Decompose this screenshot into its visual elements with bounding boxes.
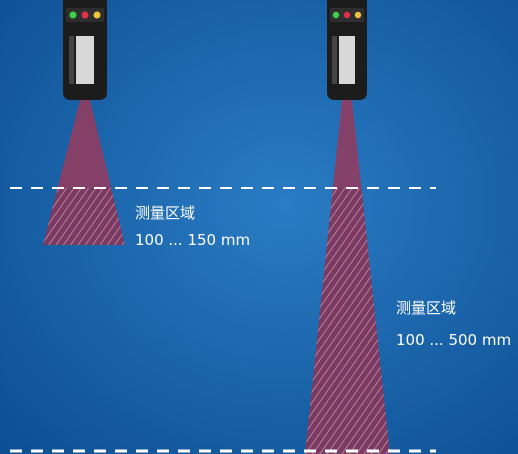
sensor [63,0,107,100]
measuring-zone [305,188,390,454]
zone-range: 100 ... 500 mm [396,331,511,349]
beam [57,100,112,188]
beam [332,100,362,188]
zone-label: 测量区域 [396,299,456,317]
zone-range: 100 ... 150 mm [135,231,250,249]
sensor [327,0,367,100]
zone-label: 测量区域 [135,204,195,222]
measuring-zone [43,188,125,245]
